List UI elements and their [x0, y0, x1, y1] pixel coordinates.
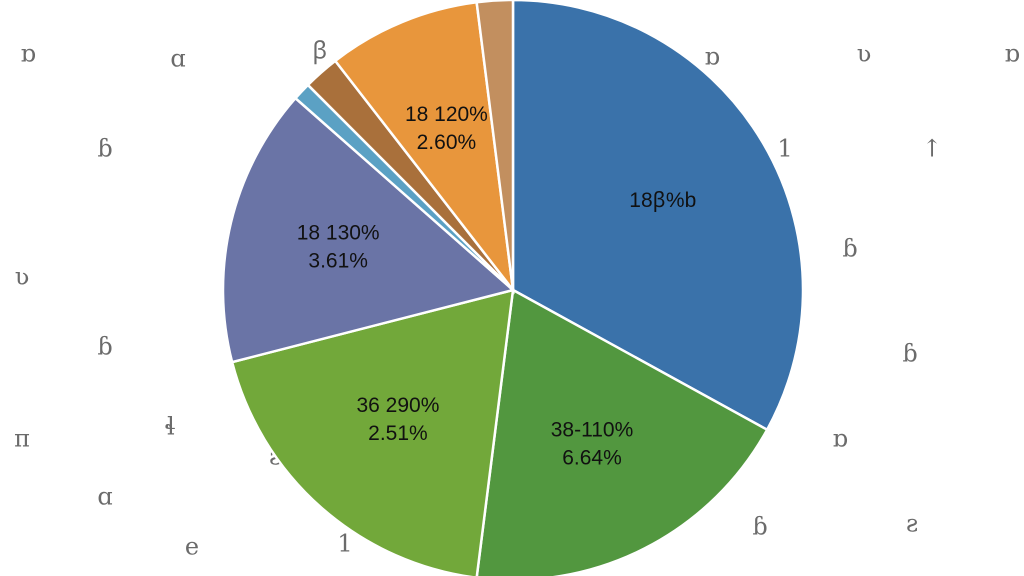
slice-label: 3.61%: [308, 250, 368, 273]
slice-label: 18 120%: [405, 103, 488, 126]
background-glyph: ƨ: [906, 510, 918, 538]
slice-label: 6.64%: [562, 447, 622, 470]
background-glyph: ɑ: [97, 483, 112, 511]
background-glyph: e: [185, 533, 199, 561]
background-glyph: ꞵ: [312, 37, 327, 65]
background-glyph: 1: [777, 135, 792, 163]
background-glyph: ɓ: [97, 333, 112, 361]
pie-slice: [333, 0, 515, 295]
background-glyph: ɓ: [842, 235, 857, 263]
background-glyph: ɒ: [704, 43, 719, 71]
slice-label: 38-110%: [551, 419, 634, 442]
background-glyph: 1: [337, 530, 352, 558]
background-glyph: ↑: [922, 135, 942, 163]
background-glyph: ɑ: [170, 45, 185, 73]
slice-label: 18 130%: [297, 222, 380, 245]
background-glyph: ɬ: [165, 413, 176, 441]
background-glyph: ɓ: [97, 135, 112, 163]
background-glyph: ɒ: [20, 40, 35, 68]
background-glyph: ɒ: [1004, 40, 1019, 68]
pie-slice: [230, 288, 515, 576]
background-glyph: ɓ: [902, 340, 917, 368]
slice-label: 2.60%: [417, 131, 477, 154]
pie-slice: [221, 96, 516, 364]
pie-slice: [475, 288, 769, 576]
background-glyph: ʋ: [15, 263, 30, 291]
pie-slice: [475, 0, 515, 291]
slice-label: 2.51%: [368, 422, 428, 445]
slice-label: 36 290%: [356, 394, 439, 417]
pie-slice: [511, 0, 805, 432]
background-glyph: ɓ: [752, 513, 767, 541]
background-glyph: ɒ: [832, 425, 847, 453]
background-glyph: π: [14, 425, 30, 453]
slice-label: 18ꞵ%b: [629, 189, 696, 213]
background-glyph: ʋ: [857, 40, 872, 68]
